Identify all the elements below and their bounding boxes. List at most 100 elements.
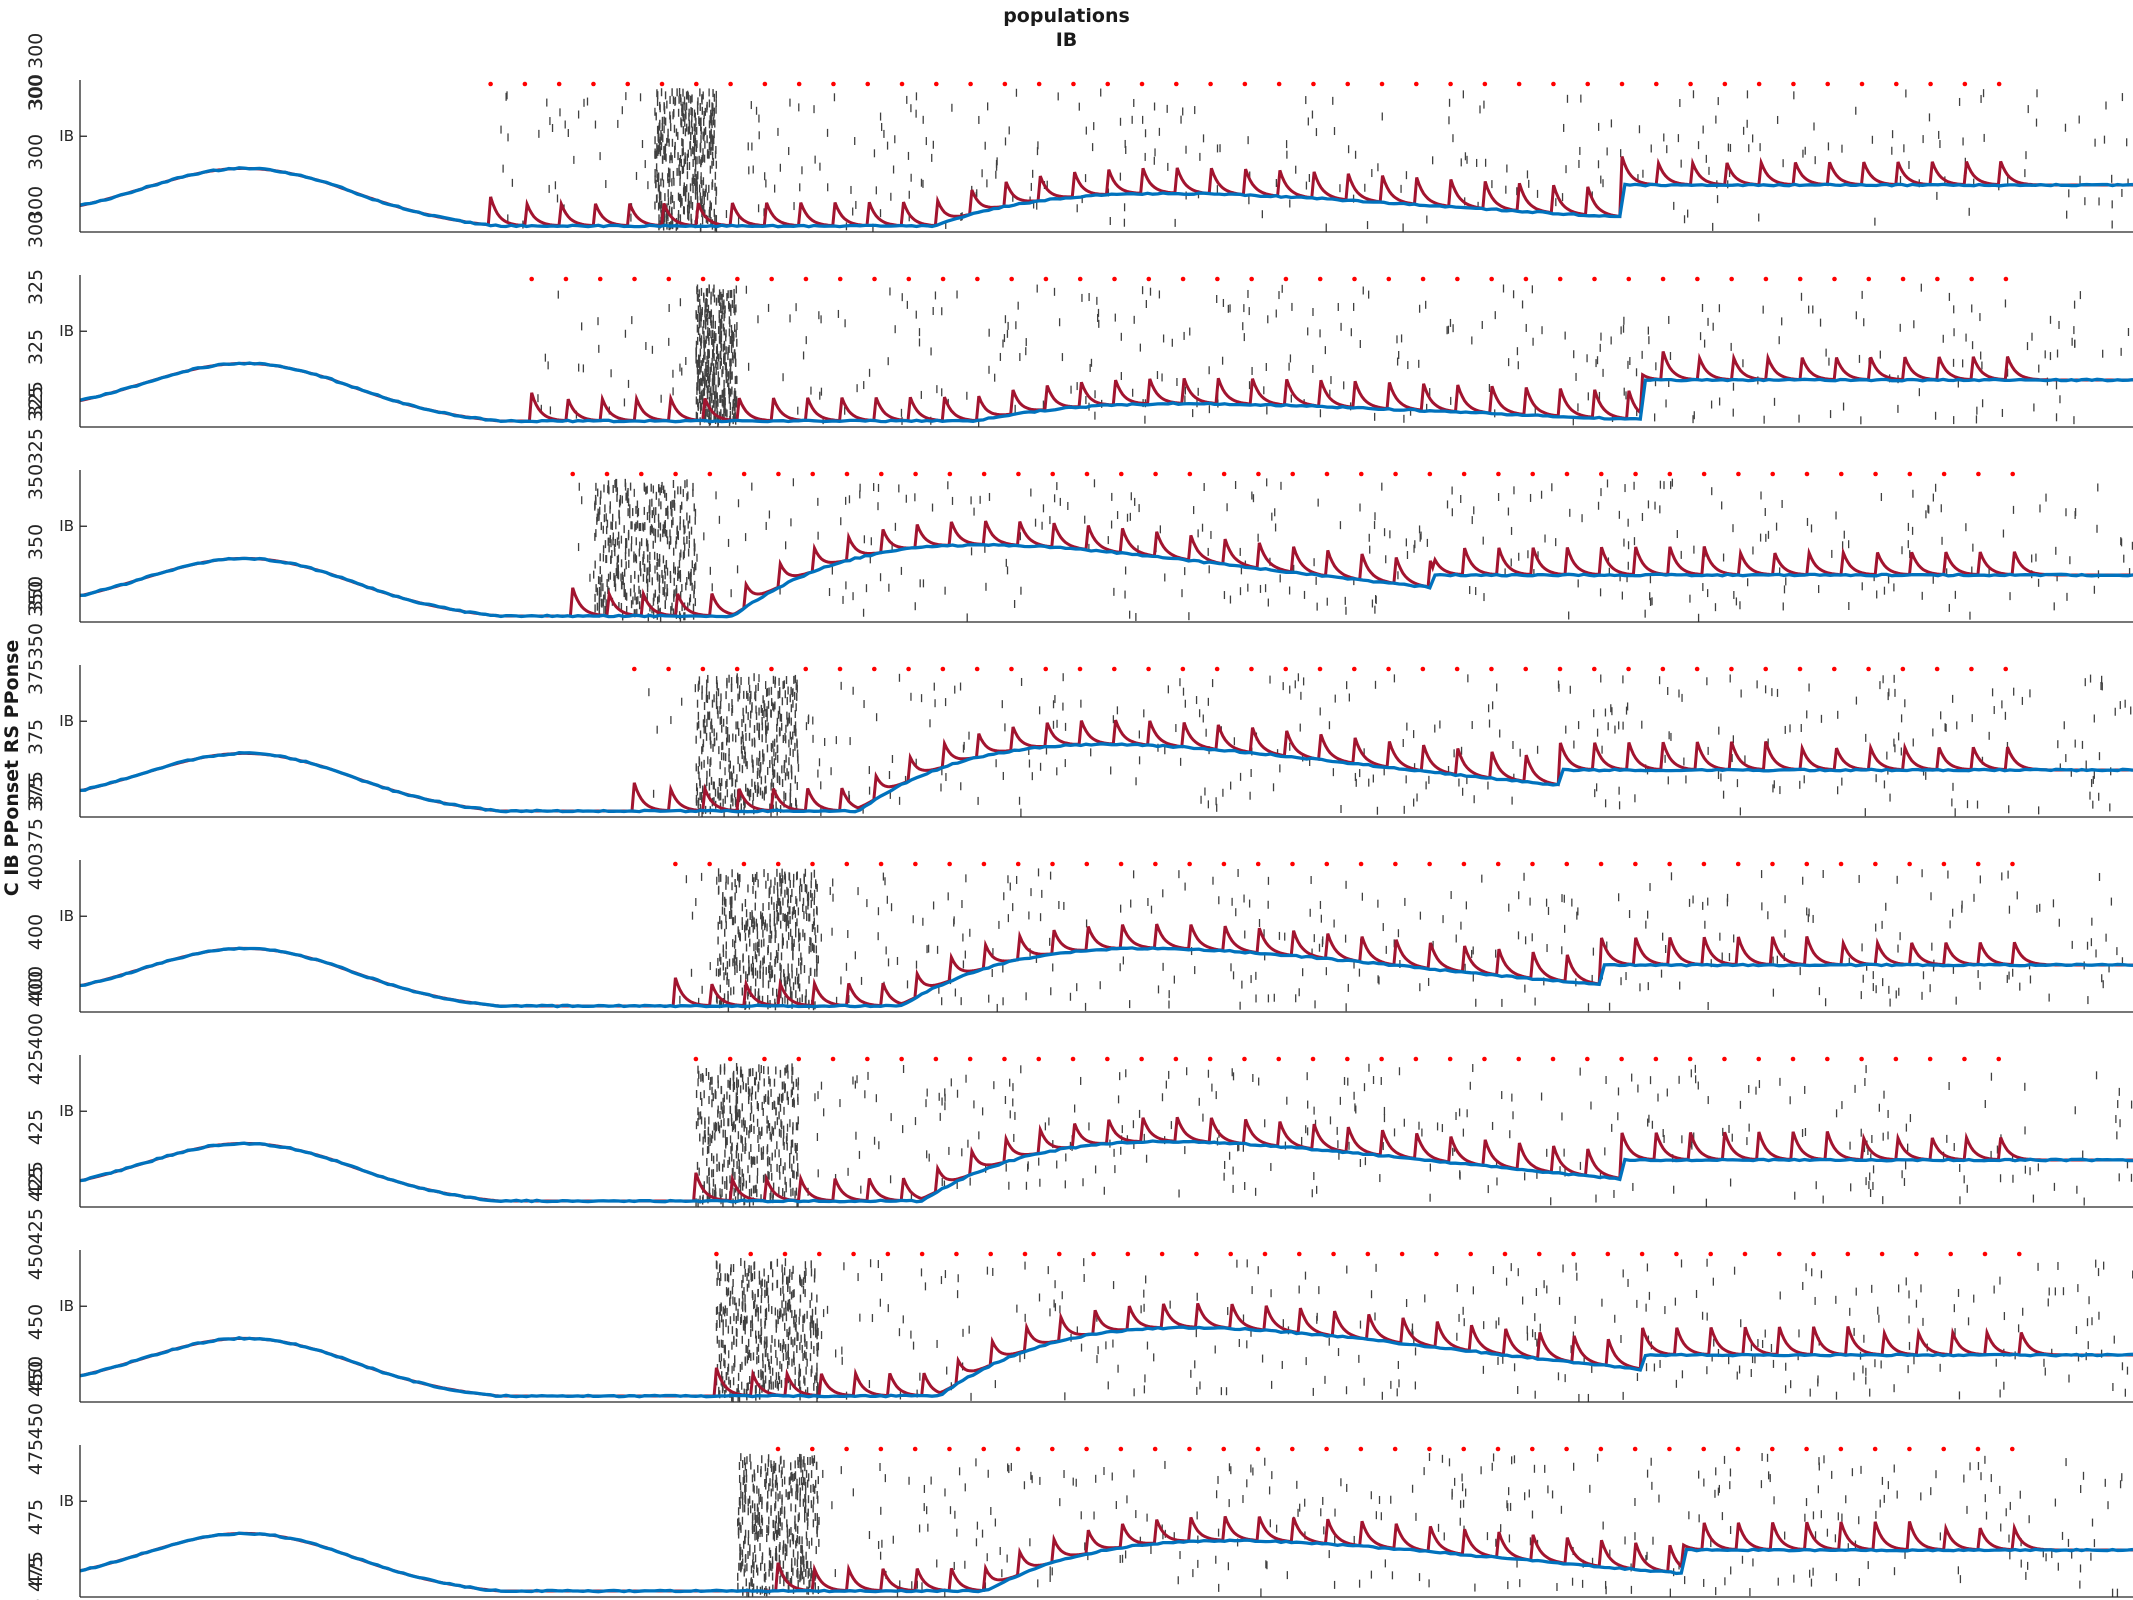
pulse-dot: [1653, 81, 1659, 87]
pulse-dot: [1900, 276, 1906, 282]
pulse-dot: [1427, 861, 1432, 867]
pulse-dot: [1482, 81, 1488, 87]
pulse-dot: [632, 666, 637, 672]
pulse-dot: [1146, 276, 1152, 282]
pulse-dot: [529, 276, 534, 282]
pulse-dot: [734, 666, 740, 672]
pulse-dot: [1036, 81, 1042, 87]
pulse-dot: [666, 666, 671, 672]
pulse-dot: [1592, 276, 1597, 282]
panel-value-label: 300: [25, 74, 47, 110]
pulse-dot: [1290, 471, 1296, 477]
pulse-dot: [1941, 471, 1947, 477]
pulse-dot: [947, 471, 953, 477]
pulse-dot: [1153, 861, 1158, 867]
pulse-dot: [673, 471, 678, 477]
pulse-dot: [1530, 471, 1536, 477]
pulse-dot: [1523, 276, 1529, 282]
pulse-dot: [762, 1056, 767, 1062]
pulse-dot: [659, 81, 665, 87]
pulse-dot: [1413, 1056, 1419, 1062]
pulse-dot: [940, 666, 946, 672]
pulse-dot: [1763, 666, 1769, 672]
pulse-dot: [1242, 1056, 1247, 1062]
pulse-dot: [872, 666, 877, 672]
panel-value-label: 300 300: [25, 33, 47, 112]
pulse-dot: [940, 276, 946, 282]
pulse-dot: [1207, 1056, 1213, 1062]
pulse-dot: [1564, 861, 1570, 867]
pulse-dot: [1002, 81, 1008, 87]
pulse-dot: [899, 1056, 904, 1062]
pulse-dot: [1283, 666, 1289, 672]
pulse-dot: [1310, 1056, 1316, 1062]
pulse-dot: [1935, 276, 1940, 282]
pulse-dot: [1660, 276, 1666, 282]
pulse-dot: [1873, 471, 1878, 477]
pulse-dot: [934, 81, 939, 87]
pulse-dot: [1927, 1056, 1933, 1062]
pulse-dot: [1598, 861, 1604, 867]
pulse-dot: [1420, 666, 1426, 672]
pulse-dot: [1756, 81, 1762, 87]
pulse-dot: [1928, 81, 1933, 87]
pulse-dot: [1969, 666, 1974, 672]
pulse-dot: [1866, 666, 1871, 672]
pulse-dot: [1495, 861, 1501, 867]
panel-value-label: 425: [25, 1109, 47, 1145]
pulse-dot: [769, 666, 774, 672]
pulse-dot: [1379, 81, 1385, 87]
panel-value-label: 300: [25, 212, 47, 248]
pulse-dot: [1735, 861, 1741, 867]
chart-title-line1: populations: [1003, 5, 1130, 27]
pulse-dot: [1351, 666, 1357, 672]
pulse-dot: [1009, 276, 1014, 282]
chart-title-line2: IB: [1055, 29, 1078, 51]
spike-raster-450: [715, 1258, 2133, 1402]
pulse-dot: [1791, 81, 1796, 87]
pulse-dot: [1105, 1056, 1110, 1062]
pulse-dot: [1043, 666, 1049, 672]
pulse-dot: [1084, 861, 1090, 867]
pulse-dot: [1461, 471, 1467, 477]
pulse-dot: [1838, 861, 1844, 867]
pulse-dot: [1687, 1056, 1693, 1062]
pulse-markers-300: [488, 81, 2002, 87]
pulse-dot: [1208, 81, 1213, 87]
pulse-dot: [1866, 276, 1872, 282]
pulse-dot: [1214, 666, 1220, 672]
panel-value-label: 325 325: [25, 386, 47, 465]
pulse-dot: [1455, 276, 1460, 282]
pulse-dot: [1996, 81, 2002, 87]
pulse-dot: [666, 276, 672, 282]
panel-value-label: 350 350: [25, 581, 47, 660]
pulse-dot: [741, 471, 747, 477]
spike-raster-400: [679, 868, 2124, 1012]
pulse-dot: [1804, 861, 1810, 867]
pulse-dot: [1962, 81, 1968, 87]
panel-value-label: 425: [25, 1049, 47, 1085]
panel-value-label: 325: [25, 381, 47, 417]
pulse-dot: [776, 471, 781, 477]
pulse-dot: [1447, 1056, 1453, 1062]
pulse-dot: [1358, 471, 1364, 477]
pulse-dot: [707, 471, 713, 477]
pulse-dot: [1523, 666, 1529, 672]
pulse-dot: [1393, 861, 1398, 867]
y-tick-label: IB: [59, 1102, 74, 1120]
pulse-dot: [1071, 81, 1076, 87]
pulse-dot: [1976, 471, 1981, 477]
blue-signal-line: [79, 742, 2133, 814]
pulse-dot: [1694, 666, 1700, 672]
pulse-dot: [878, 861, 884, 867]
y-tick-label: IB: [59, 127, 74, 145]
pulse-dot: [1653, 1056, 1659, 1062]
pulse-dot: [591, 81, 596, 87]
y-tick-label: IB: [59, 517, 74, 535]
pulse-dot: [1358, 861, 1364, 867]
pulse-dot: [1900, 666, 1906, 672]
